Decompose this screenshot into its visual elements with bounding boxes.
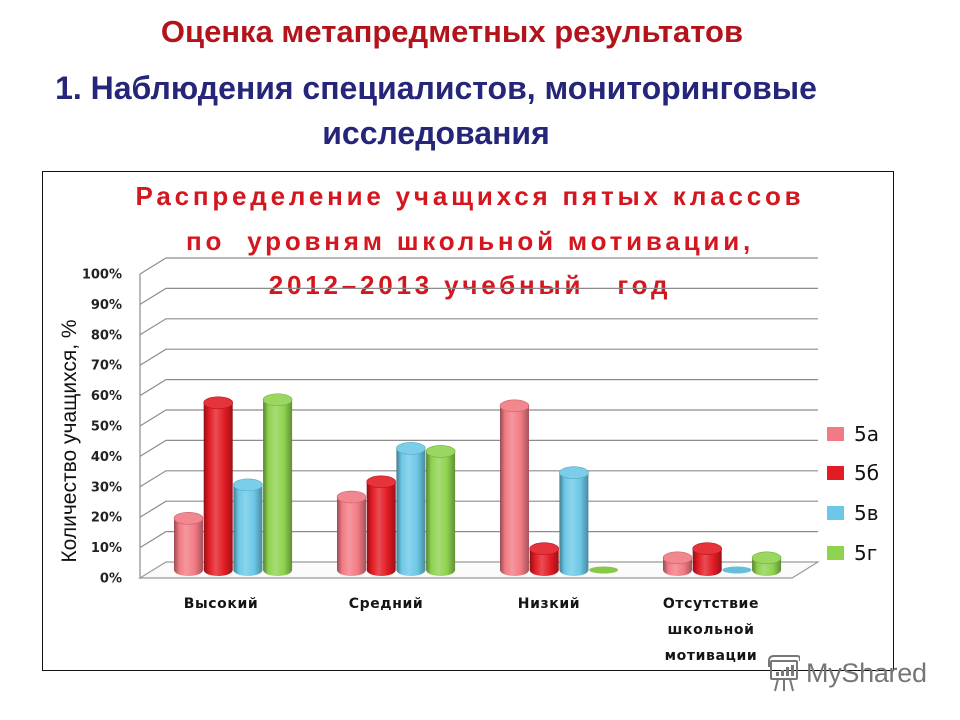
legend-label: 5б (854, 461, 880, 485)
legend-item-5a: 5а (827, 422, 879, 446)
x-label-line: мотивации (664, 648, 758, 664)
y-axis-title: Количество учащихся, % (58, 319, 81, 563)
legend-item-5g: 5г (827, 541, 877, 565)
x-label-medium: Средний (306, 591, 466, 617)
x-label-low: Низкий (469, 591, 629, 617)
chart-title-line2: по уровням школьной мотивации, (185, 226, 754, 256)
presentation-board-icon (768, 655, 800, 692)
chart-frame (42, 171, 894, 671)
legend-swatch (827, 506, 844, 520)
x-label-high: Высокий (141, 591, 301, 617)
legend-label: 5в (854, 501, 879, 525)
x-label-line: Средний (348, 596, 424, 612)
legend-label: 5а (854, 422, 879, 446)
slide-subheading-line2: исследования (322, 115, 550, 151)
x-label-line: школьной (667, 622, 755, 638)
legend-item-5v: 5в (827, 501, 879, 525)
legend-label: 5г (854, 541, 878, 565)
x-label-line: Низкий (517, 596, 581, 612)
slide-heading: Оценка метапредметных результатов (160, 14, 744, 49)
slide-subheading-line1: 1. Наблюдения специалистов, мониторингов… (55, 70, 817, 106)
chart-title-line1: Распределение учащихся пятых классов (135, 181, 805, 211)
watermark-text: MyShared (806, 658, 927, 688)
watermark: MyShared (766, 652, 927, 694)
chart-title-line3: 2012–2013 учебный год (268, 270, 672, 300)
x-label-none: Отсутствие школьной мотивации (631, 591, 791, 669)
x-label-line: Отсутствие (662, 596, 760, 612)
legend-swatch (827, 427, 844, 441)
x-label-line: Высокий (183, 596, 259, 612)
legend-swatch (827, 466, 844, 480)
legend-item-5b: 5б (827, 461, 879, 485)
legend-swatch (827, 546, 844, 560)
